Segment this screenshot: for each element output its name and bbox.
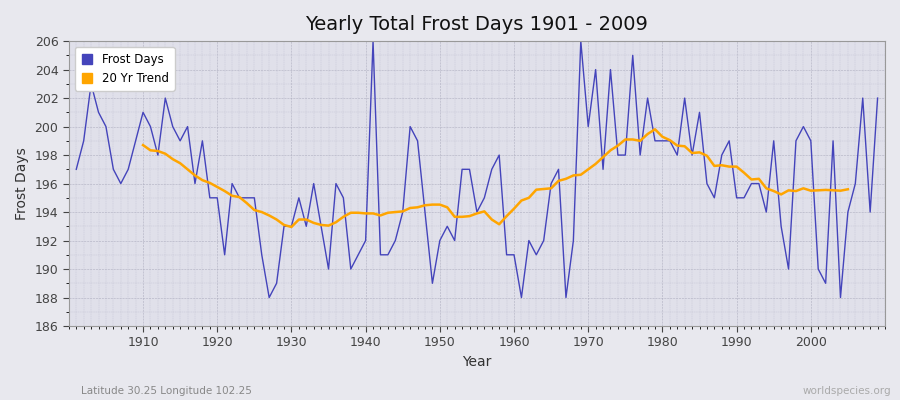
Frost Days (613, 153, 624, 158)
Title: Yearly Total Frost Days 1901 - 2009: Yearly Total Frost Days 1901 - 2009 (305, 15, 648, 34)
Frost Days (872, 96, 883, 100)
Legend: Frost Days, 20 Yr Trend: Frost Days, 20 Yr Trend (75, 47, 175, 91)
X-axis label: Year: Year (463, 355, 491, 369)
Frost Days (516, 295, 526, 300)
Text: Latitude 30.25 Longitude 102.25: Latitude 30.25 Longitude 102.25 (81, 386, 252, 396)
Frost Days (367, 39, 378, 44)
Text: worldspecies.org: worldspecies.org (803, 386, 891, 396)
20 Yr Trend (798, 186, 809, 191)
Frost Days (71, 167, 82, 172)
Line: Frost Days: Frost Days (76, 41, 878, 298)
Frost Days (346, 267, 356, 272)
20 Yr Trend (524, 196, 535, 200)
Frost Days (130, 138, 141, 143)
20 Yr Trend (286, 224, 297, 229)
20 Yr Trend (138, 143, 148, 148)
20 Yr Trend (501, 214, 512, 218)
Line: 20 Yr Trend: 20 Yr Trend (143, 129, 848, 227)
20 Yr Trend (234, 195, 245, 200)
20 Yr Trend (449, 214, 460, 219)
20 Yr Trend (346, 210, 356, 215)
Frost Days (264, 295, 274, 300)
20 Yr Trend (650, 127, 661, 132)
20 Yr Trend (842, 187, 853, 192)
Frost Days (301, 224, 311, 229)
Y-axis label: Frost Days: Frost Days (15, 147, 29, 220)
Frost Days (524, 238, 535, 243)
